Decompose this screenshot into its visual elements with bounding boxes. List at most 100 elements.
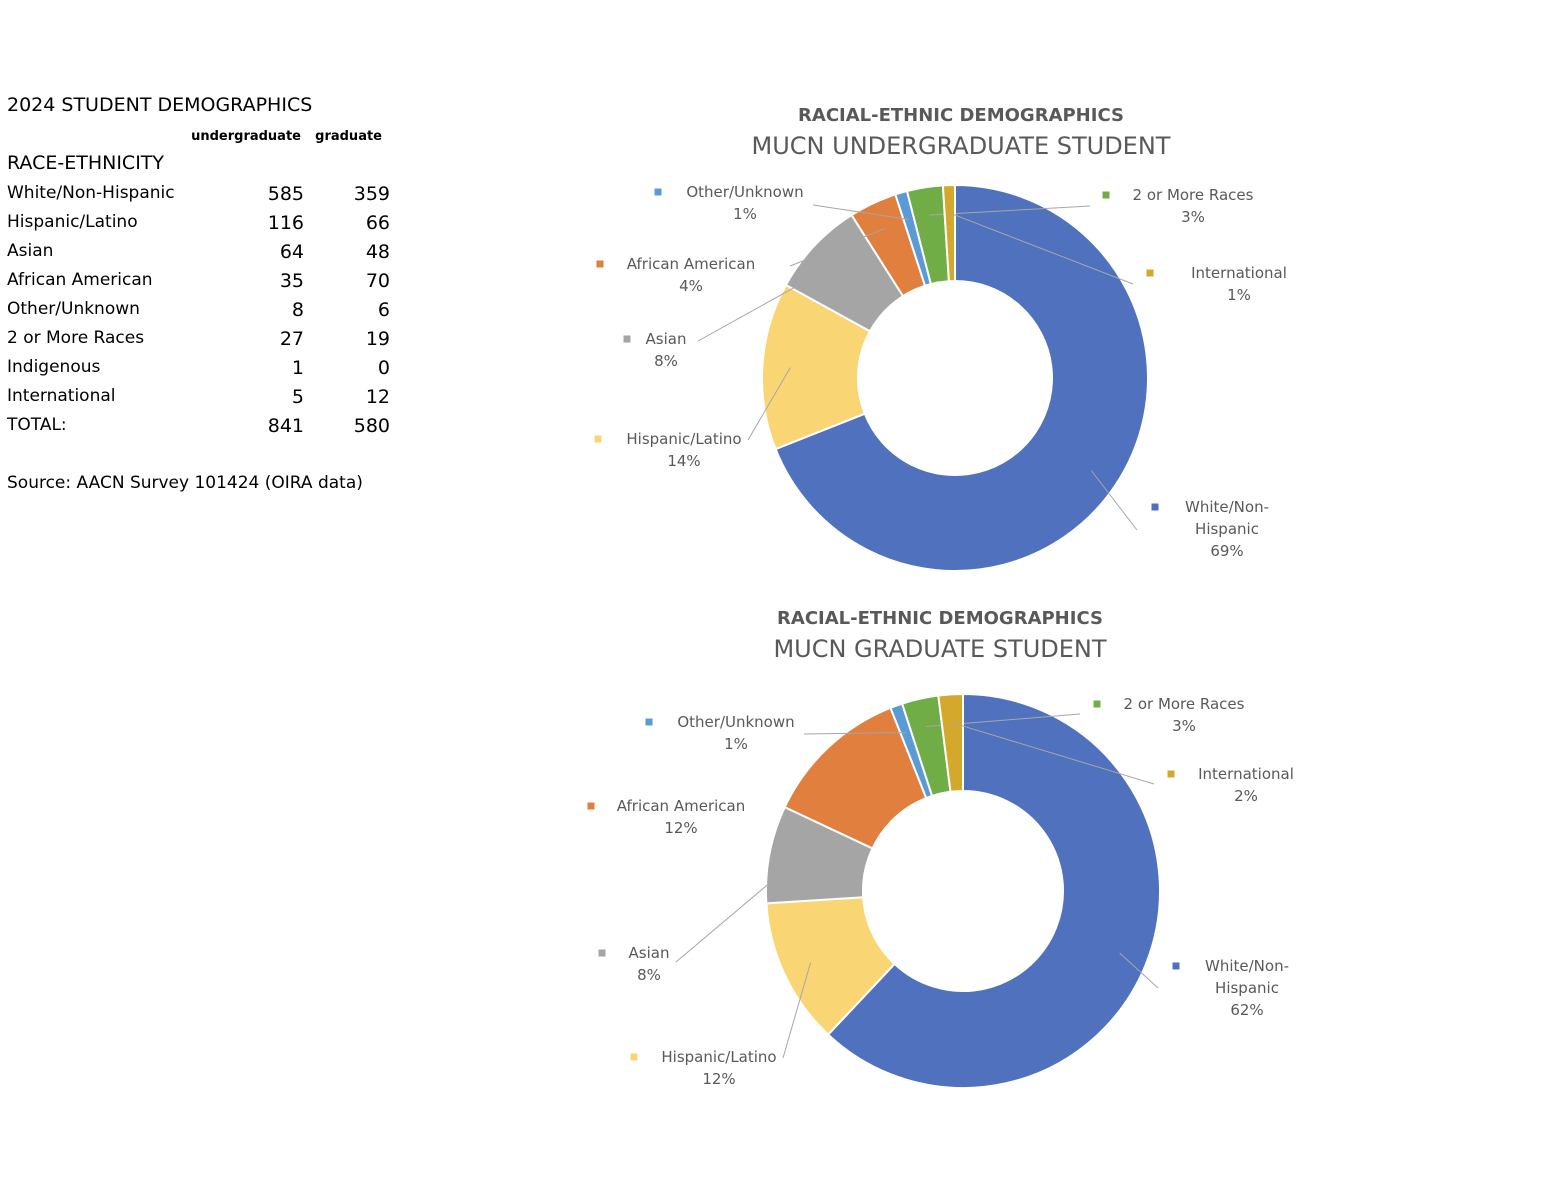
category-label: African American — [616, 797, 746, 815]
percent-label: 8% — [637, 966, 661, 984]
table-title: 2024 STUDENT DEMOGRAPHICS — [7, 94, 313, 116]
leader-line — [675, 859, 798, 963]
percent-label: 1% — [733, 205, 757, 223]
cell: 27 — [279, 328, 304, 350]
leader-line — [782, 962, 812, 1059]
chart-subtitle: MUCN GRADUATE STUDENT — [773, 635, 1106, 663]
data-label: White/Non-Hispanic 62% — [1197, 955, 1297, 1021]
legend-marker — [1146, 269, 1154, 277]
category-label: Asian — [645, 330, 687, 348]
legend-marker — [645, 718, 653, 726]
data-label: African American 12% — [561, 795, 801, 839]
legend-marker — [594, 435, 602, 443]
category-label: Hispanic/Latino — [626, 430, 742, 448]
donut-slice — [774, 183, 1149, 572]
cell: 19 — [365, 328, 390, 350]
legend-marker — [630, 1053, 638, 1061]
data-label: African American 4% — [571, 253, 811, 297]
legend-marker — [1167, 770, 1175, 778]
cell: 841 — [267, 415, 304, 437]
category-label: 2 or More Races — [1132, 186, 1254, 204]
percent-label: 12% — [702, 1070, 736, 1088]
percent-label: 69% — [1210, 542, 1244, 560]
data-label: Asian 8% — [546, 328, 786, 372]
data-label: Hispanic/Latino 14% — [564, 428, 804, 472]
leader-line — [747, 367, 791, 441]
data-label: International 1% — [1119, 262, 1359, 306]
row-label: Asian — [7, 241, 54, 261]
category-label: White/Non-Hispanic — [1185, 498, 1269, 538]
category-label: Other/Unknown — [686, 183, 804, 201]
legend-marker — [1093, 700, 1101, 708]
cell: 580 — [353, 415, 390, 437]
cell: 48 — [365, 241, 390, 263]
column-header: graduate — [315, 129, 382, 144]
data-label: Other/Unknown 1% — [625, 181, 865, 225]
percent-label: 62% — [1230, 1001, 1264, 1019]
leader-line — [1091, 470, 1138, 531]
category-label: Hispanic/Latino — [661, 1048, 777, 1066]
percent-label: 4% — [679, 277, 703, 295]
chart-subtitle: MUCN UNDERGRADUATE STUDENT — [752, 132, 1171, 160]
row-label: African American — [7, 270, 153, 290]
category-label: International — [1198, 765, 1294, 783]
cell: 66 — [365, 212, 390, 234]
donut-slice — [941, 183, 956, 283]
legend-marker — [587, 802, 595, 810]
category-label: White/Non-Hispanic — [1205, 957, 1289, 997]
data-label: Hispanic/Latino 12% — [599, 1046, 839, 1090]
chart-title: RACIAL-ETHNIC DEMOGRAPHICS — [777, 608, 1103, 629]
chart-title: RACIAL-ETHNIC DEMOGRAPHICS — [798, 105, 1124, 126]
legend-marker — [1151, 503, 1159, 511]
cell: 1 — [291, 357, 304, 379]
legend-marker — [1172, 962, 1180, 970]
leader-line — [949, 212, 1134, 285]
legend-marker — [654, 188, 662, 196]
row-label: Other/Unknown — [7, 299, 140, 319]
leader-line — [803, 731, 906, 735]
cell: 12 — [365, 386, 390, 408]
category-label: International — [1191, 264, 1287, 282]
percent-label: 8% — [654, 352, 678, 370]
legend-marker — [623, 335, 631, 343]
data-label: International 2% — [1126, 763, 1366, 807]
legend-marker — [1102, 191, 1110, 199]
row-label: Indigenous — [7, 357, 101, 377]
cell: 35 — [279, 270, 304, 292]
row-label: Hispanic/Latino — [7, 212, 138, 232]
cell: 8 — [291, 299, 304, 321]
leader-line — [812, 204, 910, 221]
category-label: 2 or More Races — [1123, 695, 1245, 713]
percent-label: 1% — [1227, 286, 1251, 304]
cell: 5 — [291, 386, 304, 408]
category-label: Other/Unknown — [677, 713, 795, 731]
row-label: International — [7, 386, 116, 406]
donut-slice — [826, 692, 1161, 1089]
cell: 64 — [279, 241, 304, 263]
percent-label: 14% — [667, 452, 701, 470]
cell: 70 — [365, 270, 390, 292]
leader-line — [952, 722, 1155, 785]
data-label: 2 or More Races 3% — [1064, 693, 1304, 737]
percent-label: 3% — [1181, 208, 1205, 226]
legend-marker — [598, 949, 606, 957]
leader-line — [697, 264, 835, 342]
cell: 585 — [267, 183, 304, 205]
category-label: African American — [626, 255, 756, 273]
percent-label: 1% — [724, 735, 748, 753]
row-label: TOTAL: — [7, 415, 67, 435]
section-title: RACE-ETHNICITY — [7, 152, 165, 174]
data-label: 2 or More Races 3% — [1073, 184, 1313, 228]
cell: 359 — [353, 183, 390, 205]
legend-marker — [596, 260, 604, 268]
data-label: Other/Unknown 1% — [616, 711, 856, 755]
data-label: White/Non-Hispanic 69% — [1177, 496, 1277, 562]
row-label: White/Non-Hispanic — [7, 183, 175, 203]
cell: 6 — [377, 299, 390, 321]
leader-line — [1119, 952, 1159, 989]
column-header: undergraduate — [191, 129, 301, 144]
percent-label: 3% — [1172, 717, 1196, 735]
category-label: Asian — [628, 944, 670, 962]
